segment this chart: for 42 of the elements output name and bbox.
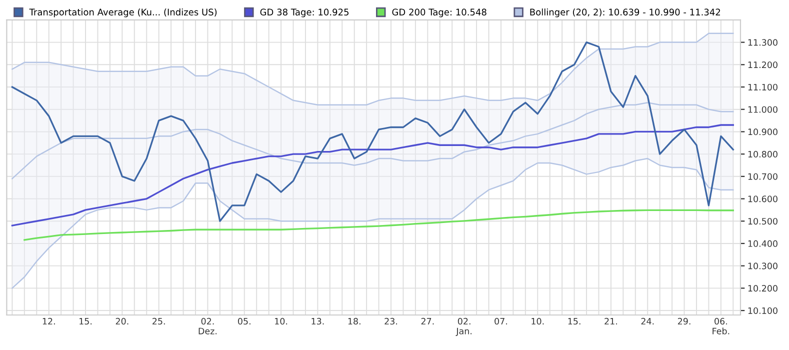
legend-label: GD 200 Tage: 10.548 bbox=[392, 8, 486, 18]
x-tick-label: 10. bbox=[532, 318, 544, 325]
y-tick-label: 11.000 bbox=[748, 106, 778, 113]
y-tick-label: 10.700 bbox=[748, 173, 778, 180]
x-tick-label: 05. bbox=[238, 318, 250, 325]
line-series bbox=[12, 158, 734, 289]
x-tick-label: 24. bbox=[641, 318, 654, 324]
x-tick-label: 15. bbox=[568, 318, 580, 325]
x-tick-label: 27. bbox=[421, 318, 434, 324]
x-tick-label: 23. bbox=[384, 318, 398, 325]
x-tick-label: 10. bbox=[275, 318, 288, 325]
x-tick-label: 13. bbox=[312, 318, 324, 325]
line-series bbox=[24, 209, 734, 241]
x-tick-label: 29. bbox=[678, 318, 690, 325]
legend-label: Transportation Average (Ku... (Indizes US) bbox=[29, 8, 217, 18]
x-tick-label: 02. Jan. bbox=[456, 318, 472, 336]
line-series bbox=[12, 102, 734, 180]
legend-label: Bollinger (20, 2): 10.639 - 10.990 - 11.342 bbox=[530, 8, 720, 18]
y-tick-label: 11.300 bbox=[748, 39, 778, 46]
y-tick-label: 10.100 bbox=[748, 307, 778, 314]
legend-label: GD 38 Tage: 10.925 bbox=[260, 8, 348, 18]
x-tick-label: 20. bbox=[116, 318, 128, 325]
y-tick-label: 10.200 bbox=[748, 285, 778, 292]
y-tick-label: 10.600 bbox=[748, 196, 778, 202]
y-tick-label: 11.200 bbox=[748, 61, 778, 68]
x-tick-label: 02. Dez. bbox=[198, 318, 217, 334]
x-tick-label: 25. bbox=[152, 318, 165, 325]
line-series bbox=[11, 124, 734, 226]
x-tick-label: 06. Feb. bbox=[712, 318, 730, 334]
line-series bbox=[11, 41, 734, 222]
y-tick-label: 11.100 bbox=[748, 84, 778, 90]
x-tick-label: 07. bbox=[494, 318, 507, 325]
x-tick-label: 12. bbox=[42, 318, 55, 324]
y-tick-label: 10.400 bbox=[748, 240, 778, 247]
x-tick-label: 18. bbox=[348, 318, 360, 325]
y-tick-label: 10.300 bbox=[748, 262, 778, 270]
x-tick-label: 21. bbox=[604, 318, 617, 324]
line-series bbox=[12, 32, 734, 106]
x-tick-label: 15. bbox=[80, 318, 92, 325]
y-tick-label: 10.500 bbox=[748, 218, 778, 225]
y-tick-label: 10.800 bbox=[748, 150, 778, 158]
y-tick-label: 10.900 bbox=[748, 128, 778, 136]
